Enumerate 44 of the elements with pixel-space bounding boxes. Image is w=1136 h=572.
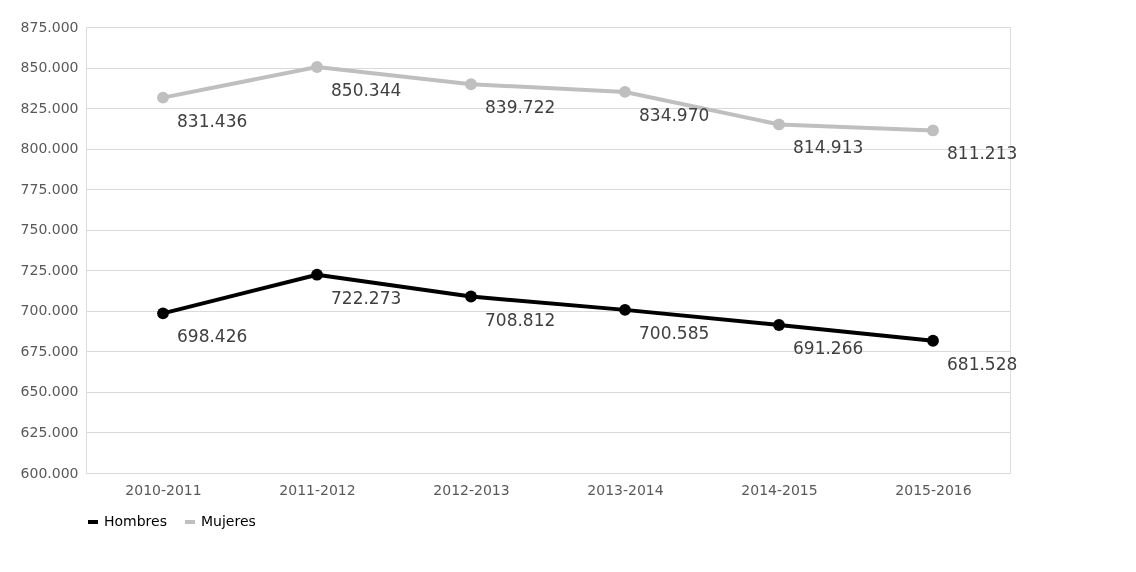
- point: [465, 78, 477, 91]
- y-tick-label: 675.000: [20, 342, 79, 359]
- data-label: 850.344: [331, 79, 402, 100]
- x-tick-label: 2011-2012: [279, 481, 356, 498]
- x-tick-label: 2014-2015: [741, 481, 818, 498]
- point: [619, 303, 631, 316]
- data-label: 814.913: [793, 137, 864, 158]
- data-label: 834.970: [639, 104, 710, 125]
- y-tick-label: 850.000: [20, 59, 79, 76]
- y-tick-label: 725.000: [20, 261, 79, 278]
- point: [157, 91, 169, 104]
- x-tick-label: 2012-2013: [433, 481, 510, 498]
- data-label: 691.266: [793, 337, 864, 358]
- x-tick-label: 2013-2014: [587, 481, 664, 498]
- point: [465, 290, 477, 303]
- y-tick-label: 825.000: [20, 99, 79, 116]
- point: [311, 268, 323, 281]
- point: [157, 307, 169, 320]
- data-label: 700.585: [639, 322, 710, 343]
- y-tick-label: 775.000: [20, 180, 79, 197]
- data-label: 708.812: [485, 309, 556, 330]
- x-tick-label: 2010-2011: [125, 481, 202, 498]
- legend-label: Mujeres: [201, 513, 256, 529]
- y-tick-label: 600.000: [20, 464, 79, 481]
- data-label: 839.722: [485, 97, 556, 118]
- point: [619, 86, 631, 98]
- data-label: 698.426: [177, 326, 248, 347]
- y-tick-label: 750.000: [20, 221, 79, 238]
- point: [927, 124, 939, 137]
- y-tick-label: 700.000: [20, 302, 79, 319]
- y-tick-label: 650.000: [20, 383, 79, 400]
- point: [927, 334, 939, 347]
- x-tick-label: 2015-2016: [895, 481, 972, 498]
- data-label: 831.436: [177, 110, 248, 131]
- point: [773, 118, 785, 131]
- point: [311, 61, 323, 73]
- point: [773, 319, 785, 331]
- legend-label: Hombres: [104, 513, 167, 529]
- data-label: 811.213: [947, 143, 1018, 164]
- y-tick-label: 625.000: [20, 423, 79, 440]
- y-tick-label: 875.000: [20, 18, 79, 35]
- y-tick-label: 800.000: [20, 140, 79, 157]
- data-label: 722.273: [331, 287, 402, 308]
- data-label: 681.528: [947, 353, 1018, 374]
